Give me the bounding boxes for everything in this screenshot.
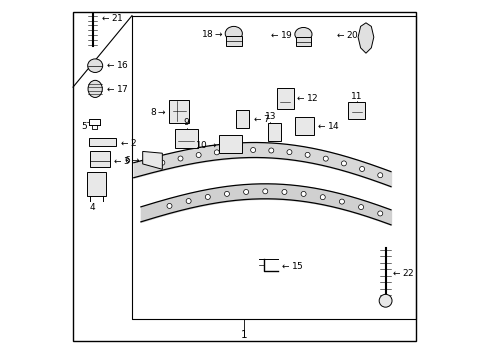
Text: $\leftarrow$14: $\leftarrow$14 [315, 120, 339, 131]
Text: $\leftarrow$22: $\leftarrow$22 [390, 267, 414, 278]
Bar [219, 135, 241, 153]
Circle shape [232, 148, 237, 153]
Text: 8$\rightarrow$: 8$\rightarrow$ [150, 105, 166, 117]
Circle shape [160, 160, 164, 165]
Circle shape [262, 189, 267, 194]
Circle shape [250, 148, 255, 153]
Ellipse shape [87, 59, 102, 72]
Text: $\leftarrow$17: $\leftarrow$17 [105, 84, 129, 94]
Circle shape [178, 156, 183, 161]
Text: 18$\rightarrow$: 18$\rightarrow$ [201, 28, 223, 39]
Ellipse shape [88, 80, 102, 98]
Circle shape [166, 203, 172, 208]
Bar [267, 123, 281, 141]
Text: $\leftarrow$19: $\leftarrow$19 [268, 29, 292, 40]
Bar [235, 110, 248, 128]
Circle shape [323, 156, 327, 161]
Text: 10$\rightarrow$: 10$\rightarrow$ [195, 139, 217, 150]
Text: 5: 5 [81, 122, 87, 131]
Text: $\leftarrow$7: $\leftarrow$7 [251, 113, 269, 124]
Circle shape [378, 294, 391, 307]
Text: 1: 1 [241, 330, 247, 341]
Bar [169, 100, 189, 123]
Text: 4: 4 [90, 203, 95, 212]
Text: 11: 11 [350, 92, 362, 101]
Text: $\leftarrow$3: $\leftarrow$3 [112, 155, 130, 166]
Polygon shape [142, 152, 162, 169]
Polygon shape [357, 23, 373, 53]
Ellipse shape [294, 27, 311, 41]
Circle shape [320, 195, 325, 200]
Bar [175, 129, 198, 148]
Text: 9: 9 [183, 118, 189, 127]
Circle shape [286, 150, 291, 154]
Circle shape [196, 153, 201, 158]
Circle shape [377, 211, 382, 216]
Bar [89, 138, 116, 146]
Bar [225, 36, 241, 46]
Bar [294, 117, 313, 135]
Circle shape [243, 189, 248, 194]
Circle shape [341, 161, 346, 166]
Circle shape [305, 152, 309, 157]
Text: $\leftarrow$16: $\leftarrow$16 [105, 59, 129, 71]
Circle shape [282, 189, 286, 194]
Ellipse shape [225, 26, 242, 41]
Text: $\leftarrow$20: $\leftarrow$20 [334, 29, 358, 40]
Circle shape [377, 173, 382, 178]
Text: $\leftarrow$15: $\leftarrow$15 [280, 260, 304, 270]
Circle shape [301, 192, 305, 197]
Text: 6$\rightarrow$: 6$\rightarrow$ [123, 154, 140, 165]
Circle shape [205, 194, 210, 199]
Bar [276, 88, 293, 109]
Bar [295, 37, 311, 46]
Circle shape [359, 166, 364, 171]
Text: $\leftarrow$21: $\leftarrow$21 [100, 12, 123, 23]
Circle shape [268, 148, 273, 153]
Circle shape [339, 199, 344, 204]
Bar [90, 152, 110, 167]
Circle shape [224, 192, 229, 196]
Text: $\leftarrow$2: $\leftarrow$2 [119, 137, 136, 148]
Circle shape [358, 204, 363, 210]
Bar [86, 172, 106, 196]
Circle shape [214, 150, 219, 155]
Text: 13: 13 [264, 112, 275, 121]
Circle shape [186, 198, 191, 203]
Bar [347, 103, 365, 118]
Text: $\leftarrow$12: $\leftarrow$12 [295, 92, 318, 103]
